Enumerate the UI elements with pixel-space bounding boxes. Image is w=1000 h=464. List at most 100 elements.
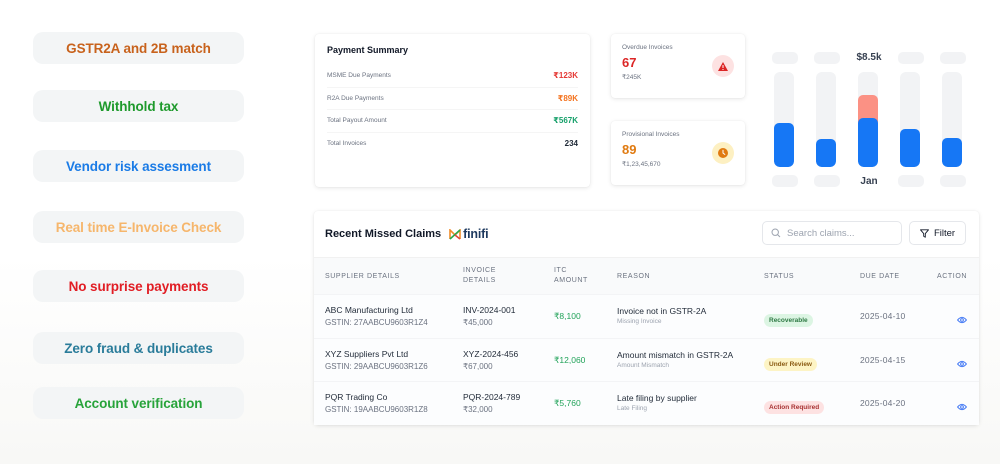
due-date: 2025-04-15 xyxy=(860,354,906,365)
feature-pill-account-verification: Account verification xyxy=(33,387,244,419)
chart-bar[interactable] xyxy=(898,48,924,190)
column-header-line: DETAILS xyxy=(463,277,496,284)
reason-text: Invoice not in GSTR-2A xyxy=(617,306,707,316)
search-icon xyxy=(771,228,781,238)
invoice-cell: INV-2024-001 ₹45,000 xyxy=(463,305,515,327)
warning-icon xyxy=(712,55,734,77)
column-header-invoice[interactable]: INVOICE DETAILS xyxy=(463,266,496,286)
summary-value: ₹89K xyxy=(557,93,578,103)
summary-row-r2a: R2A Due Payments ₹89K xyxy=(327,88,578,110)
reason-category: Amount Mismatch xyxy=(617,361,670,369)
feature-label: Withhold tax xyxy=(98,98,179,114)
summary-label: R2A Due Payments xyxy=(327,94,384,102)
eye-icon xyxy=(956,360,968,367)
summary-value: ₹123K xyxy=(553,71,578,81)
feature-pill-withhold-tax: Withhold tax xyxy=(33,90,244,122)
supplier-name: ABC Manufacturing Ltd xyxy=(325,305,413,315)
bar-label-placeholder xyxy=(814,175,840,187)
column-header-supplier[interactable]: SUPPLIER DETAILS xyxy=(325,273,400,280)
feature-label: Real time E-Invoice Check xyxy=(55,219,222,235)
status-cell: Action Required xyxy=(764,396,825,414)
view-claim-button[interactable] xyxy=(956,355,968,373)
column-header-reason[interactable]: REASON xyxy=(617,273,651,280)
status-cell: Under Review xyxy=(764,353,817,371)
reason-cell: Amount mismatch in GSTR-2A Amount Mismat… xyxy=(617,350,733,369)
bar-label-placeholder xyxy=(898,175,924,187)
reason-category: Late Filing xyxy=(617,405,647,412)
overdue-invoices-card[interactable]: Overdue Invoices 67 ₹245K xyxy=(611,34,745,98)
column-header-action: ACTION xyxy=(937,273,968,280)
summary-value: ₹567K xyxy=(553,116,578,126)
chart-bar[interactable] xyxy=(940,48,966,190)
monthly-bar-chart: $8.5k Jan xyxy=(768,48,968,190)
bar-value-segment xyxy=(900,129,920,167)
invoice-number: PQR-2024-789 xyxy=(463,392,521,402)
summary-value: 234 xyxy=(564,139,578,149)
stat-label: Overdue Invoices xyxy=(622,44,673,51)
supplier-cell: XYZ Suppliers Pvt Ltd GSTIN: 29AABCU9603… xyxy=(325,349,428,371)
column-header-due-date[interactable]: DUE DATE xyxy=(860,273,900,280)
feature-pill-gstr-match: GSTR2A and 2B match xyxy=(33,32,244,64)
supplier-name: XYZ Suppliers Pvt Ltd xyxy=(325,348,409,359)
invoice-number: XYZ-2024-456 xyxy=(463,348,519,359)
summary-label: MSME Due Payments xyxy=(327,72,391,80)
itc-amount: ₹8,100 xyxy=(554,311,581,321)
column-header-itc[interactable]: ITC AMOUNT xyxy=(554,266,588,286)
reason-cell: Late filing by supplier Late Filing xyxy=(617,393,697,412)
reason-cell: Invoice not in GSTR-2A Missing Invoice xyxy=(617,306,706,325)
stat-sub: ₹245K xyxy=(622,74,642,81)
stat-value: 89 xyxy=(622,142,637,157)
feature-pill-e-invoice-check: Real time E-Invoice Check xyxy=(33,211,244,243)
feature-label: No surprise payments xyxy=(68,278,209,294)
chart-bar-highlighted[interactable] xyxy=(856,48,882,190)
status-cell: Recoverable xyxy=(764,309,813,327)
invoice-cell: PQR-2024-789 ₹32,000 xyxy=(463,392,520,414)
itc-amount: ₹5,760 xyxy=(554,398,581,408)
bar-value-segment xyxy=(816,138,836,167)
column-header-line: INVOICE xyxy=(463,267,496,274)
finifi-logo-icon xyxy=(449,228,461,240)
search-claims-input[interactable] xyxy=(787,227,897,239)
bar-track xyxy=(858,72,878,167)
chart-bar[interactable] xyxy=(814,48,840,190)
bar-label-placeholder xyxy=(898,52,924,64)
reason-text: Amount mismatch in GSTR-2A xyxy=(617,349,734,360)
supplier-gstin: GSTIN: 29AABCU9603R1Z6 xyxy=(325,361,428,371)
chart-highlight-month: Jan xyxy=(860,176,878,187)
bar-label-placeholder xyxy=(940,175,966,187)
view-claim-button[interactable] xyxy=(956,398,968,416)
chart-bar[interactable] xyxy=(772,48,798,190)
reason-text: Late filing by supplier xyxy=(617,393,697,403)
brand-name: finifi xyxy=(463,227,489,241)
payment-summary-title: Payment Summary xyxy=(327,45,409,55)
bar-label-placeholder xyxy=(940,52,966,64)
feature-label: GSTR2A and 2B match xyxy=(66,40,211,56)
supplier-cell: ABC Manufacturing Ltd GSTIN: 27AABCU9603… xyxy=(325,305,428,327)
search-claims-field[interactable] xyxy=(762,221,902,245)
stat-sub: ₹1,23,45,670 xyxy=(622,161,661,168)
feature-pill-zero-fraud: Zero fraud & duplicates xyxy=(33,332,244,364)
due-date: 2025-04-10 xyxy=(860,311,906,321)
invoice-amount: ₹67,000 xyxy=(463,361,493,371)
table-row[interactable]: XYZ Suppliers Pvt Ltd GSTIN: 29AABCU9603… xyxy=(314,337,979,381)
feature-label: Zero fraud & duplicates xyxy=(64,340,213,356)
claims-title: Recent Missed Claims xyxy=(325,228,442,240)
clock-icon xyxy=(712,142,734,164)
column-header-status[interactable]: STATUS xyxy=(764,273,795,280)
stat-label: Provisional Invoices xyxy=(622,131,680,138)
view-claim-button[interactable] xyxy=(956,311,968,329)
bar-track xyxy=(774,72,794,167)
provisional-invoices-card[interactable]: Provisional Invoices 89 ₹1,23,45,670 xyxy=(611,121,745,185)
table-row[interactable]: ABC Manufacturing Ltd GSTIN: 27AABCU9603… xyxy=(314,294,979,338)
summary-row-total-payout: Total Payout Amount ₹567K xyxy=(327,110,578,133)
filter-button[interactable]: Filter xyxy=(909,221,966,245)
column-header-line: ITC xyxy=(554,267,568,274)
stat-value: 67 xyxy=(622,55,637,70)
table-row[interactable]: PQR Trading Co GSTIN: 19AABCU9603R1Z8 PQ… xyxy=(314,381,979,425)
bar-value-segment xyxy=(942,137,962,167)
invoice-amount: ₹45,000 xyxy=(463,318,493,327)
feature-label: Account verification xyxy=(74,395,203,411)
feature-label: Vendor risk assesment xyxy=(66,158,211,174)
supplier-cell: PQR Trading Co GSTIN: 19AABCU9603R1Z8 xyxy=(325,392,428,414)
due-date: 2025-04-20 xyxy=(860,398,906,408)
